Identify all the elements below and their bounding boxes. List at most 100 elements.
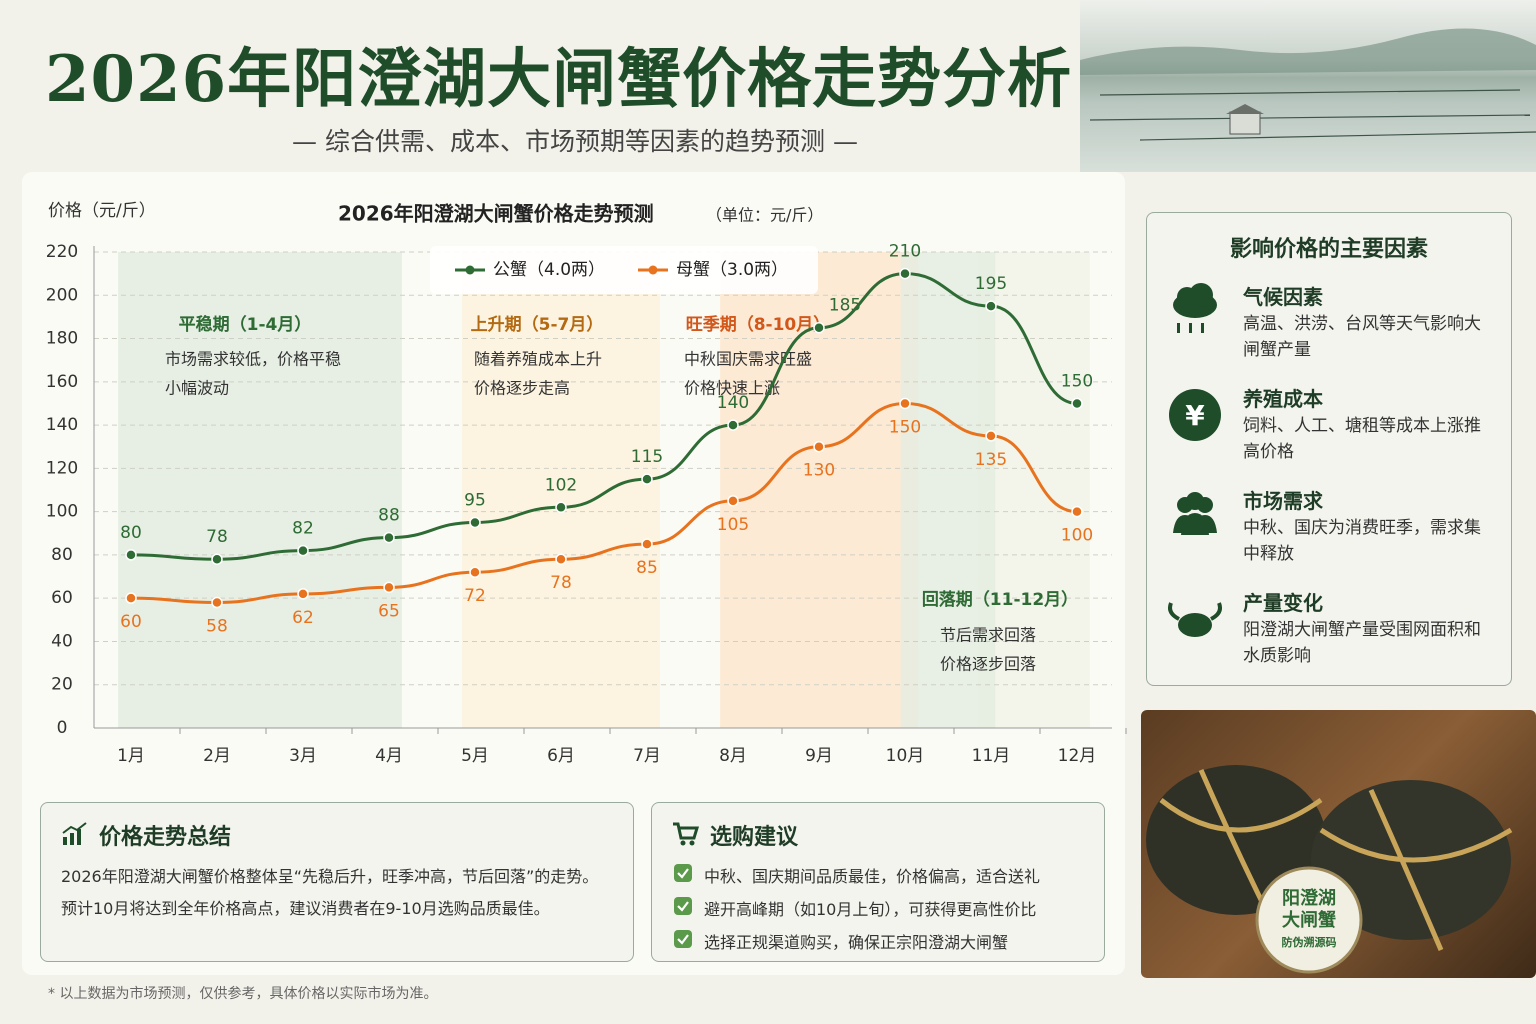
data-point	[297, 588, 309, 600]
data-label: 78	[550, 573, 572, 593]
x-tick-label: 6月	[547, 746, 575, 766]
data-point	[727, 419, 739, 431]
period-band	[118, 252, 402, 728]
check-icon	[674, 864, 692, 882]
data-label: 78	[206, 527, 228, 547]
check-box	[674, 930, 692, 948]
check-icon	[674, 930, 692, 948]
factor-title: 养殖成本	[1243, 387, 1323, 411]
data-label: 150	[889, 417, 921, 437]
y-tick-label: 220	[46, 242, 78, 262]
data-label: 60	[120, 612, 142, 632]
y-axis-label: 价格（元/斤）	[48, 201, 156, 221]
data-point	[899, 397, 911, 410]
crab-photo: 阳澄湖 大闸蟹 防伪溯源码	[1141, 710, 1536, 978]
advice-item: 选择正规渠道购买，确保正宗阳澄湖大闸蟹	[704, 933, 1009, 952]
data-label: 135	[975, 450, 1007, 470]
data-point	[641, 538, 653, 550]
data-label: 72	[464, 586, 486, 606]
legend-box	[430, 246, 818, 294]
tag-line: 大闸蟹	[1282, 910, 1336, 931]
period-band	[978, 252, 1090, 728]
period-text: 价格逐步走高	[474, 379, 570, 398]
period-band	[462, 252, 660, 728]
y-tick-label: 40	[51, 631, 73, 651]
y-tick-label: 20	[51, 675, 73, 695]
data-label: 210	[889, 242, 921, 262]
advice-item: 中秋、国庆期间品质最佳，价格偏高，适合送礼	[704, 867, 1041, 886]
check-box	[674, 864, 692, 882]
x-tick-label: 12月	[1058, 746, 1097, 766]
period-text: 小幅波动	[165, 379, 229, 398]
footnote: * 以上数据为市场预测，仅供参考，具体价格以实际市场为准。	[48, 986, 438, 1002]
data-point	[1071, 397, 1083, 410]
data-label: 95	[464, 490, 486, 510]
legend-label: 公蟹（4.0两）	[493, 260, 605, 280]
factor-title: 气候因素	[1243, 285, 1323, 309]
check-box	[674, 897, 692, 915]
legend-marker	[648, 265, 658, 275]
peak-band	[900, 252, 996, 728]
data-point	[985, 300, 997, 312]
factor-title: 产量变化	[1243, 591, 1323, 615]
factor-icons: ¥	[1168, 283, 1222, 637]
data-label: 80	[120, 523, 142, 543]
check-icon	[674, 897, 692, 915]
y-tick-label: 140	[46, 415, 78, 435]
y-tick-label: 200	[46, 285, 78, 305]
data-point	[899, 267, 911, 280]
y-tick-label: 160	[46, 372, 78, 392]
period-title: 回落期（11-12月）	[922, 589, 1078, 610]
data-label: 82	[292, 519, 314, 539]
data-point	[1071, 505, 1083, 518]
summary-panel: 价格走势总结 2026年阳澄湖大闸蟹价格整体呈“先稳后升，旺季冲高，节后回落”的…	[40, 802, 634, 962]
period-title: 上升期（5-7月）	[471, 314, 604, 335]
advice-panel: 选购建议 中秋、国庆期间品质最佳，价格偏高，适合送礼 避开高峰期（如10月上旬），…	[651, 802, 1105, 962]
x-tick-label: 11月	[972, 746, 1011, 766]
data-label: 115	[631, 447, 663, 467]
factor-text: 饲料、人工、塘租等成本上涨推高价格	[1243, 416, 1481, 462]
chart-title: 2026年阳澄湖大闸蟹价格走势预测	[338, 202, 654, 226]
period-text: 市场需求较低，价格平稳	[165, 350, 341, 369]
svg-text:¥: ¥	[1185, 399, 1205, 432]
advice-title: 选购建议	[710, 825, 799, 850]
photo-tag: 阳澄湖 大闸蟹 防伪溯源码	[1257, 888, 1361, 954]
x-tick-label: 4月	[375, 746, 403, 766]
y-tick-label: 120	[46, 458, 78, 478]
period-text: 价格逐步回落	[940, 655, 1036, 674]
tag-line: 防伪溯源码	[1281, 936, 1337, 949]
data-point	[641, 473, 653, 485]
data-label: 62	[292, 608, 314, 628]
data-point	[383, 581, 395, 594]
factors-title: 影响价格的主要因素	[1229, 237, 1428, 262]
data-point	[555, 553, 567, 565]
page-subtitle: — 综合供需、成本、市场预期等因素的趋势预测 —	[292, 127, 858, 156]
data-label: 85	[636, 558, 658, 578]
summary-line: 2026年阳澄湖大闸蟹价格整体呈“先稳后升，旺季冲高，节后回落”的走势。	[61, 867, 599, 886]
check-mark	[677, 868, 689, 879]
x-tick-label: 3月	[289, 746, 317, 766]
x-tick-label: 8月	[719, 746, 747, 766]
factor-text: 阳澄湖大闸蟹产量受围网面积和水质影响	[1243, 620, 1481, 666]
factor-text: 中秋、国庆为消费旺季，需求集中释放	[1243, 518, 1481, 564]
data-point	[985, 430, 997, 442]
period-title: 平稳期（1-4月）	[179, 314, 312, 335]
data-point	[469, 566, 481, 578]
data-point	[383, 531, 395, 544]
cart-icon	[673, 822, 700, 846]
data-point	[469, 516, 481, 529]
data-point	[297, 544, 309, 557]
data-label: 88	[378, 506, 400, 526]
data-label: 195	[975, 274, 1007, 294]
y-tick-label: 80	[51, 545, 73, 565]
legend-label: 母蟹（3.0两）	[676, 260, 788, 280]
y-tick-label: 180	[46, 329, 78, 349]
factor-title: 市场需求	[1243, 489, 1323, 513]
period-text: 节后需求回落	[940, 626, 1036, 645]
period-text: 价格快速上涨	[684, 379, 780, 398]
data-point	[211, 596, 223, 609]
summary-title: 价格走势总结	[99, 825, 232, 850]
chart-unit: （单位：元/斤）	[706, 206, 823, 225]
data-label: 100	[1061, 526, 1093, 546]
x-tick-label: 5月	[461, 746, 489, 766]
